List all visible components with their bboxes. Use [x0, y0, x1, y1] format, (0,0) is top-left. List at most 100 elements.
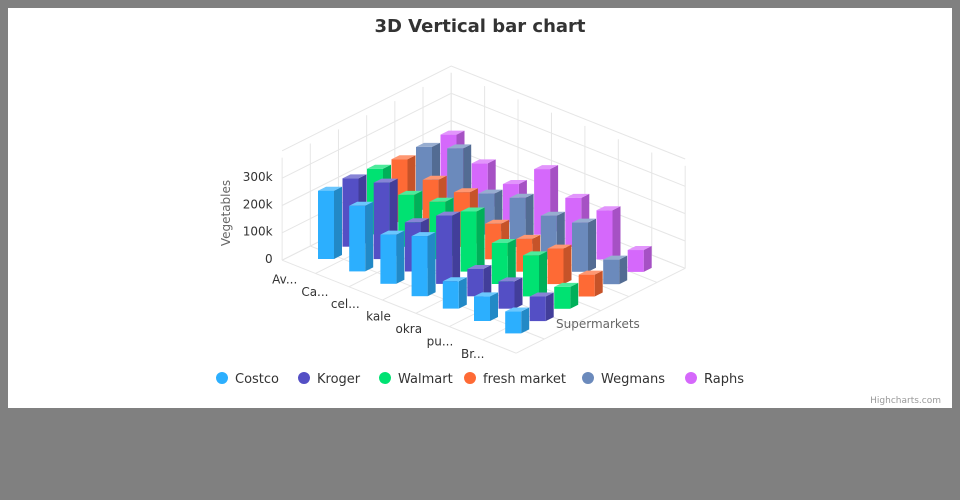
- bar-front: [603, 259, 620, 285]
- bar-side: [619, 255, 628, 285]
- bar-top: [603, 255, 628, 260]
- bar-side: [514, 277, 523, 309]
- bar-top: [596, 206, 621, 211]
- bar-front: [467, 268, 484, 297]
- legend-item[interactable]: fresh market: [464, 372, 566, 387]
- bar[interactable]: [318, 186, 342, 259]
- y-axis-title: Vegetables: [219, 180, 233, 246]
- bar[interactable]: [349, 201, 374, 272]
- legend-item[interactable]: Raphs: [685, 372, 744, 387]
- legend-symbol: [379, 372, 391, 384]
- category-label: pu...: [427, 334, 454, 348]
- legend-item[interactable]: Walmart: [379, 372, 453, 387]
- bar-top: [572, 218, 596, 223]
- z-axis-title: Supermarkets: [556, 317, 640, 331]
- bar-top: [471, 159, 496, 164]
- legend-item[interactable]: Costco: [216, 372, 279, 387]
- bar-side: [458, 277, 467, 309]
- labels-layer: 0 100k 200k 300k Av... Ca...cel... kale okra pu.…: [243, 170, 485, 361]
- y-tick-label: 300k: [243, 170, 273, 184]
- bar-front: [547, 248, 564, 285]
- bar[interactable]: [627, 246, 652, 272]
- legend-item[interactable]: Wegmans: [582, 372, 665, 387]
- bar-front: [349, 205, 366, 272]
- bar[interactable]: [411, 232, 436, 297]
- bar[interactable]: [523, 251, 547, 297]
- bar[interactable]: [603, 255, 628, 285]
- credits-link[interactable]: Highcharts.com: [870, 396, 941, 406]
- bar[interactable]: [529, 292, 554, 322]
- bar-front: [436, 215, 453, 284]
- bar[interactable]: [547, 244, 572, 285]
- bar-top: [453, 188, 478, 193]
- bar-top: [436, 211, 461, 216]
- bar[interactable]: [460, 207, 485, 272]
- legend-label: Kroger: [317, 372, 361, 387]
- bar-side: [570, 282, 579, 309]
- bar[interactable]: [498, 277, 523, 309]
- legend-symbol: [685, 372, 697, 384]
- bar-side: [476, 207, 485, 272]
- bar-top: [491, 239, 516, 243]
- bar-top: [516, 234, 541, 239]
- y-tick-label: 200k: [243, 197, 273, 211]
- grid-line: [281, 65, 686, 160]
- bar-side: [490, 292, 498, 321]
- bar-top: [342, 174, 367, 179]
- bar-side: [427, 232, 436, 297]
- bar[interactable]: [491, 239, 516, 284]
- bar[interactable]: [442, 277, 467, 309]
- bar-front: [498, 281, 515, 309]
- bar-top: [422, 175, 447, 180]
- bar-front: [572, 222, 588, 272]
- category-label: Br...: [461, 347, 485, 361]
- bar[interactable]: [509, 193, 534, 247]
- bar-side: [334, 186, 342, 259]
- bar-front: [554, 286, 571, 309]
- bar[interactable]: [578, 270, 603, 297]
- bar-side: [525, 193, 534, 247]
- bar-top: [627, 246, 652, 250]
- bar-side: [563, 244, 572, 285]
- bar-side: [507, 239, 516, 284]
- bar-top: [478, 189, 503, 194]
- category-label: Ca...: [301, 285, 328, 299]
- legend-symbol: [464, 372, 476, 384]
- legend-label: Raphs: [704, 372, 744, 387]
- bar[interactable]: [596, 206, 621, 260]
- bar-top: [367, 164, 391, 169]
- bar[interactable]: [474, 292, 498, 321]
- bar-top: [318, 186, 342, 191]
- legend-item[interactable]: Kroger: [298, 372, 361, 387]
- bar-top: [440, 130, 465, 135]
- bar-top: [404, 218, 429, 223]
- grid-line: [281, 92, 686, 187]
- bar-front: [491, 243, 508, 284]
- bar[interactable]: [436, 211, 461, 284]
- bar-top: [416, 142, 440, 147]
- bar-front: [460, 211, 477, 272]
- chart-title: 3D Vertical bar chart: [374, 16, 585, 37]
- bar-top: [523, 251, 547, 256]
- bar-top: [474, 292, 498, 297]
- chart-area: 3D Vertical bar chart 0 100k 200k 300k Av...…: [216, 16, 941, 406]
- bar-top: [485, 219, 510, 224]
- bar-top: [429, 197, 454, 202]
- bar-front: [474, 296, 490, 321]
- bar-front: [529, 296, 546, 322]
- grid-line: [515, 267, 686, 354]
- bar[interactable]: [505, 307, 530, 334]
- bar[interactable]: [380, 230, 405, 284]
- legend: Costco Kroger Walmart fresh market Wegmans Ra…: [216, 372, 744, 387]
- bar-front: [505, 311, 522, 334]
- legend-label: Walmart: [398, 372, 453, 387]
- bar[interactable]: [554, 282, 579, 309]
- bar-top: [540, 211, 565, 216]
- bar-side: [452, 211, 461, 284]
- bar[interactable]: [467, 265, 492, 297]
- bar-side: [594, 270, 603, 297]
- bar[interactable]: [572, 218, 596, 272]
- bar-top: [380, 230, 405, 235]
- bar-front: [442, 281, 459, 309]
- legend-symbol: [216, 372, 228, 384]
